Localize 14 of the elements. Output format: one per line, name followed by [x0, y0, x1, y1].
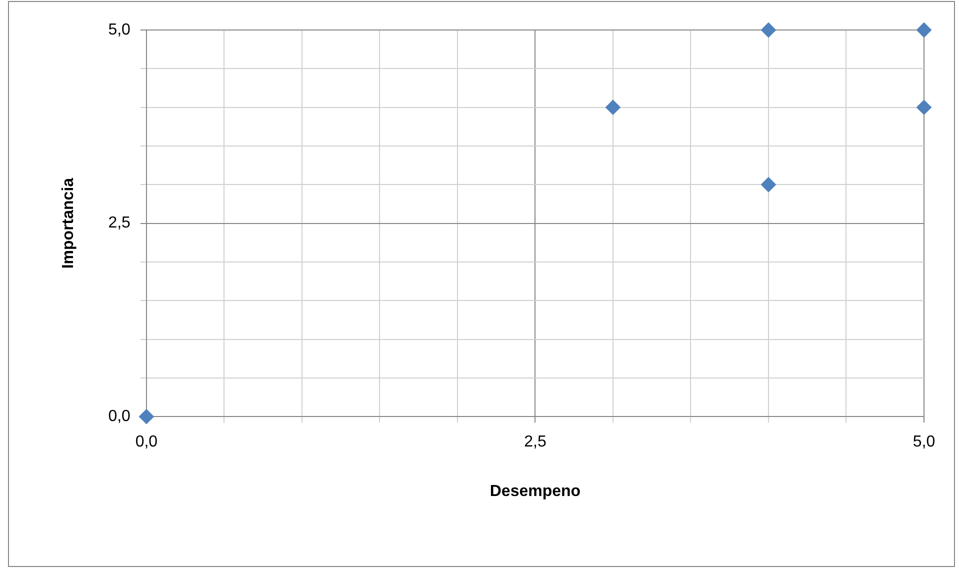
x-axis-title: Desempeno: [490, 482, 581, 500]
y-tick-label: 0,0: [108, 408, 131, 426]
point: [138, 409, 154, 424]
point: [916, 100, 932, 115]
x-tick-label: 2,5: [524, 434, 546, 451]
point: [760, 22, 776, 38]
x-tick-label: 5,0: [912, 434, 936, 451]
point: [760, 177, 776, 192]
y-tick-label: 2,5: [108, 214, 131, 232]
y-tick-label: 5,0: [108, 21, 131, 38]
x-tick-label: 0,0: [135, 434, 158, 451]
y-axis-title: Importancia: [60, 178, 78, 269]
point: [605, 100, 620, 115]
point: [916, 22, 932, 38]
